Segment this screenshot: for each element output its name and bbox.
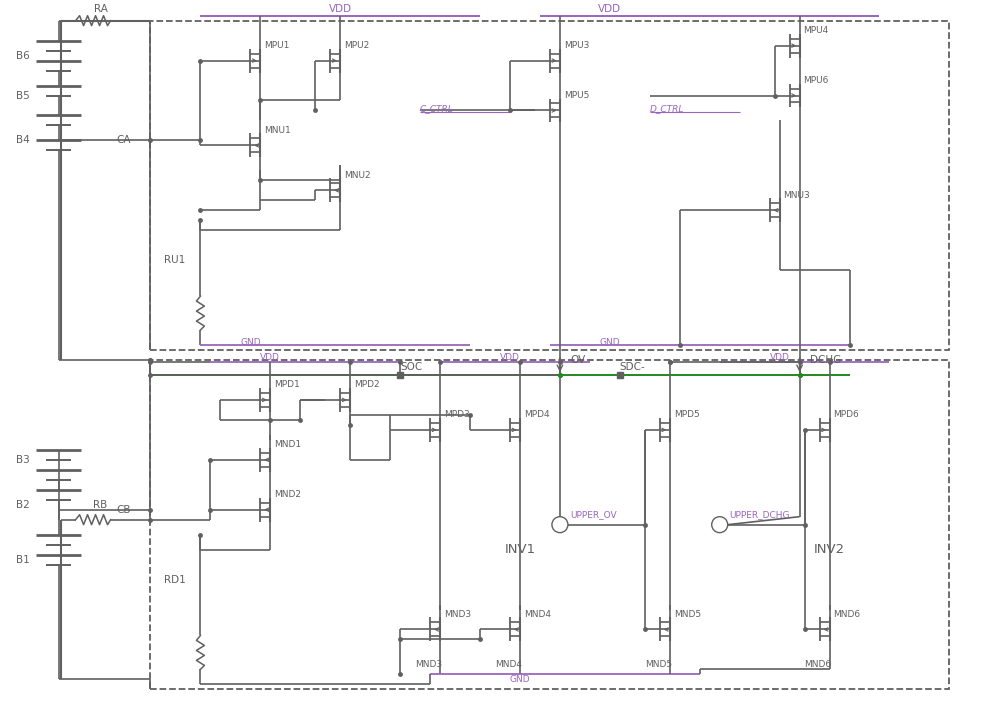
Circle shape	[552, 517, 568, 532]
Text: C_CTRL: C_CTRL	[420, 104, 454, 113]
Text: MND4: MND4	[524, 610, 551, 619]
Text: B3: B3	[16, 455, 29, 465]
Text: MPU6: MPU6	[804, 76, 829, 85]
Text: MND1: MND1	[274, 440, 301, 449]
Text: B6: B6	[16, 50, 29, 60]
Text: RD1: RD1	[164, 574, 185, 584]
Text: INV2: INV2	[814, 543, 845, 556]
Text: VDD: VDD	[598, 4, 621, 13]
Text: B2: B2	[16, 500, 29, 510]
Bar	[150, 360, 949, 689]
Text: MPD4: MPD4	[524, 410, 550, 420]
Text: MND6: MND6	[805, 660, 832, 669]
Text: MND5: MND5	[674, 610, 701, 619]
Text: VDD: VDD	[770, 354, 790, 363]
Text: RA: RA	[94, 4, 107, 13]
Text: VDD: VDD	[260, 354, 280, 363]
Text: MPD2: MPD2	[354, 381, 380, 390]
Text: MND4: MND4	[495, 660, 522, 669]
Text: GND: GND	[600, 337, 620, 346]
Text: RU1: RU1	[164, 255, 185, 266]
Text: MNU3: MNU3	[784, 191, 810, 200]
Text: UPPER_DCHG: UPPER_DCHG	[730, 510, 790, 519]
Text: VDD: VDD	[329, 4, 352, 13]
Text: MND3: MND3	[444, 610, 471, 619]
Text: GND: GND	[510, 675, 530, 684]
Text: MPU5: MPU5	[564, 91, 589, 100]
Text: SDC-: SDC-	[620, 362, 646, 372]
Text: INV1: INV1	[504, 543, 536, 556]
Text: MNU2: MNU2	[344, 171, 371, 180]
Text: MPU3: MPU3	[564, 41, 589, 50]
Bar	[150, 21, 949, 350]
Text: SOC: SOC	[400, 362, 422, 372]
Text: MND2: MND2	[274, 490, 301, 499]
Text: MPD5: MPD5	[674, 410, 700, 420]
Text: MPU1: MPU1	[264, 41, 290, 50]
Text: B1: B1	[16, 555, 29, 564]
Text: B5: B5	[16, 90, 29, 101]
Text: CB: CB	[116, 505, 131, 515]
Text: MNU1: MNU1	[264, 126, 291, 135]
Text: MPU4: MPU4	[804, 26, 829, 35]
Text: RB: RB	[93, 500, 108, 510]
Text: MPD3: MPD3	[444, 410, 470, 420]
Circle shape	[712, 517, 728, 532]
Text: MND5: MND5	[645, 660, 672, 669]
Text: MND6: MND6	[834, 610, 861, 619]
Text: B4: B4	[16, 136, 29, 146]
Text: MND3: MND3	[415, 660, 442, 669]
Text: OV: OV	[570, 355, 585, 365]
Text: UPPER_OV: UPPER_OV	[570, 510, 617, 519]
Text: GND: GND	[240, 337, 261, 346]
Text: VDD: VDD	[500, 354, 520, 363]
Text: D_CTRL: D_CTRL	[650, 104, 684, 113]
Text: MPD6: MPD6	[834, 410, 859, 420]
Text: MPU2: MPU2	[344, 41, 369, 50]
Text: DCHG: DCHG	[810, 355, 841, 365]
Text: CA: CA	[116, 136, 131, 146]
Text: MPD1: MPD1	[274, 381, 300, 390]
